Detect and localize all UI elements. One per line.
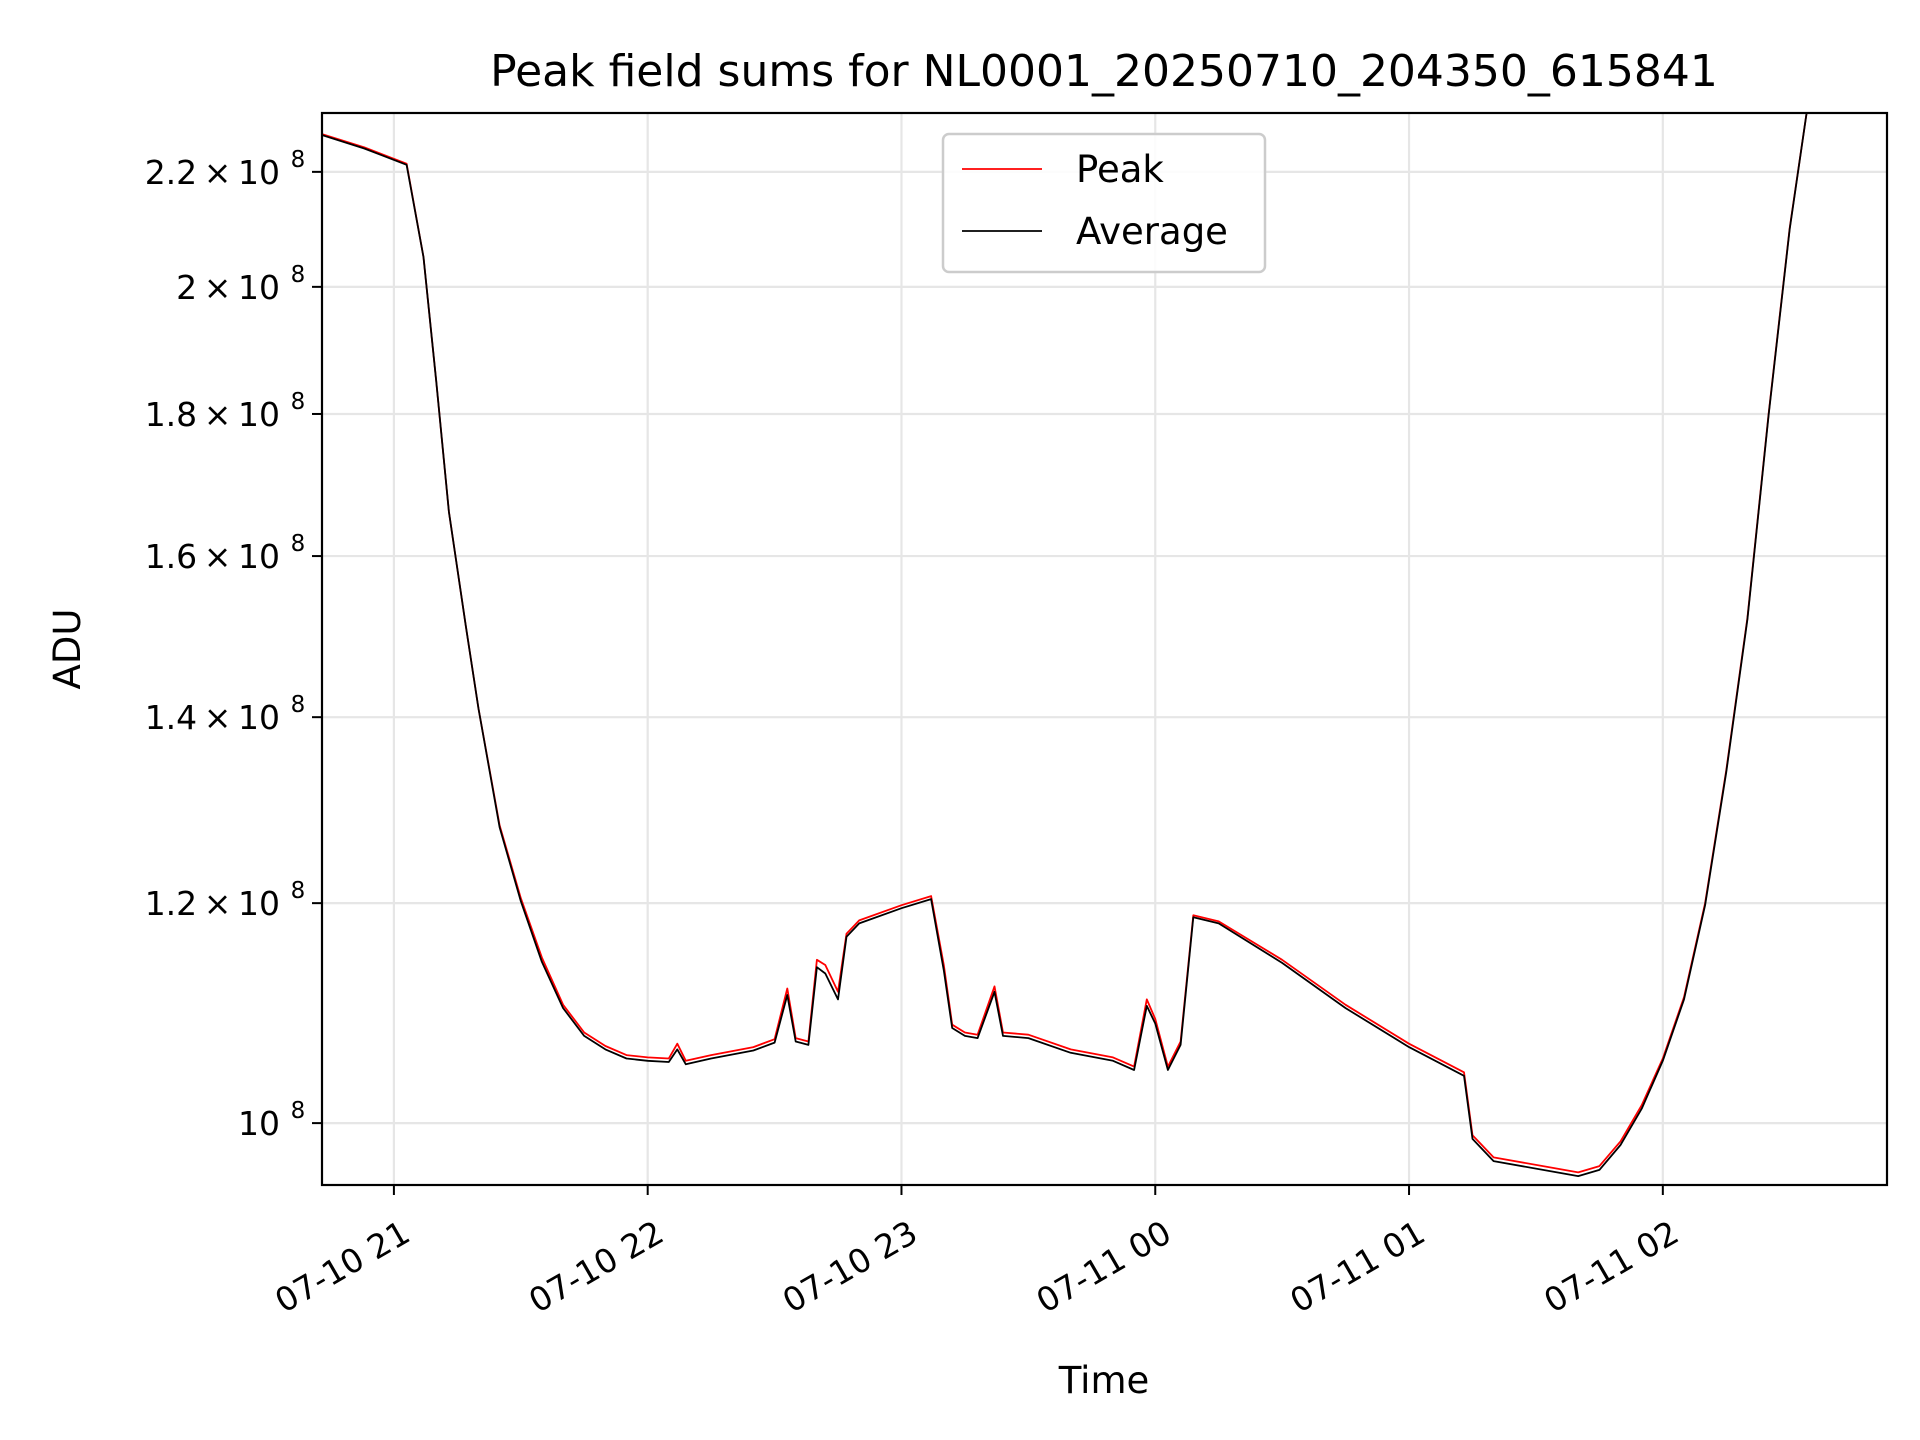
series-line-average: [322, 113, 1808, 1177]
y-tick-label: 2 × 10: [176, 268, 280, 307]
y-tick-mantissa: 10: [238, 1104, 280, 1143]
y-tick-mantissa: 2 × 10: [176, 268, 280, 307]
legend-label-peak: Peak: [1076, 148, 1164, 191]
y-tick-mantissa: 1.2 × 10: [145, 884, 280, 923]
y-tick-exponent: 8: [291, 692, 306, 718]
legend: Peak Average: [941, 132, 1267, 274]
y-axis-label: ADU: [46, 609, 89, 690]
y-tick-label: 10: [238, 1104, 280, 1143]
y-tick-label: 1.2 × 10: [145, 884, 280, 923]
plot-area-frame: [320, 111, 1889, 1187]
y-tick-mantissa: 2.2 × 10: [145, 153, 280, 192]
y-tick-mantissa: 1.6 × 10: [145, 537, 280, 576]
y-tick-exponent: 8: [291, 147, 306, 173]
y-tick-exponent: 8: [291, 1098, 306, 1124]
legend-label-average: Average: [1076, 210, 1228, 253]
y-tick-mantissa: 1.4 × 10: [145, 698, 280, 737]
series-layer: [322, 113, 1808, 1177]
y-axis: 10 81.2 × 10 81.4 × 10 81.6 × 10 81.8 × 10 82…: [145, 147, 322, 1143]
y-tick-label: 1.6 × 10: [145, 537, 280, 576]
y-tick-mantissa: 1.8 × 10: [145, 395, 280, 434]
y-tick-exponent: 8: [291, 389, 306, 415]
grid: [322, 113, 1887, 1185]
y-tick-label: 1.4 × 10: [145, 698, 280, 737]
y-tick-label: 1.8 × 10: [145, 395, 280, 434]
y-tick-label: 2.2 × 10: [145, 153, 280, 192]
y-tick-exponent: 8: [291, 878, 306, 904]
x-axis-label: Time: [1058, 1359, 1150, 1402]
chart-title: Peak field sums for NL0001_20250710_2043…: [490, 46, 1718, 97]
y-tick-exponent: 8: [291, 262, 306, 288]
y-tick-exponent: 8: [291, 531, 306, 557]
